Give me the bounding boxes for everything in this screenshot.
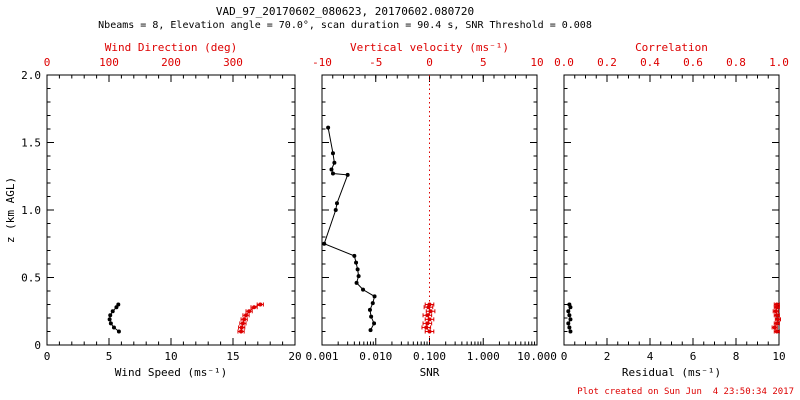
svg-text:2.0: 2.0 — [21, 69, 41, 82]
svg-text:0.4: 0.4 — [640, 56, 660, 69]
series-wind-speed — [107, 302, 121, 334]
svg-text:Wind Direction (deg): Wind Direction (deg) — [105, 41, 237, 54]
svg-text:0: 0 — [426, 56, 433, 69]
svg-text:0.100: 0.100 — [413, 350, 446, 363]
svg-text:1.0: 1.0 — [769, 56, 789, 69]
svg-text:6: 6 — [690, 350, 697, 363]
creation-timestamp: Plot created on Sun Jun 4 23:50:34 2017 — [577, 387, 794, 397]
svg-text:10: 10 — [164, 350, 177, 363]
svg-text:0.6: 0.6 — [683, 56, 703, 69]
svg-text:1.000: 1.000 — [467, 350, 500, 363]
svg-text:5: 5 — [106, 350, 113, 363]
svg-text:1.0: 1.0 — [21, 204, 41, 217]
svg-text:0.8: 0.8 — [726, 56, 746, 69]
svg-text:10: 10 — [772, 350, 785, 363]
panel-residual: 0 2 4 6 8 10 Residual (ms⁻¹) 0.0 0.2 0.4 0.6 0.8 1.0… — [554, 41, 789, 379]
svg-text:0.5: 0.5 — [21, 272, 41, 285]
panel-wind: 0 5 10 15 20 Wind Speed (ms⁻¹) 0 100 200 300 Wind … — [21, 41, 302, 379]
svg-text:0: 0 — [561, 350, 568, 363]
plot-subtitle: Nbeams = 8, Elevation angle = 70.0°, sca… — [98, 20, 592, 31]
svg-text:Correlation: Correlation — [635, 41, 708, 54]
svg-text:10: 10 — [530, 56, 543, 69]
panel-snr: 0.001 0.010 0.100 1.000 10.000 SNR -10 -5 0 5 10 Ve… — [305, 41, 556, 379]
svg-text:20: 20 — [288, 350, 301, 363]
svg-text:0: 0 — [44, 56, 51, 69]
svg-text:Vertical velocity (ms⁻¹): Vertical velocity (ms⁻¹) — [350, 41, 509, 54]
y-axis-label: z (km AGL) — [4, 177, 17, 243]
svg-text:Residual (ms⁻¹): Residual (ms⁻¹) — [622, 366, 721, 379]
svg-text:200: 200 — [161, 56, 181, 69]
svg-text:0: 0 — [44, 350, 51, 363]
series-residual — [566, 302, 573, 334]
svg-text:0.2: 0.2 — [597, 56, 617, 69]
svg-text:8: 8 — [733, 350, 740, 363]
svg-text:1.5: 1.5 — [21, 137, 41, 150]
svg-text:0.010: 0.010 — [359, 350, 392, 363]
svg-text:300: 300 — [223, 56, 243, 69]
series-wind-direction — [237, 302, 264, 334]
svg-text:10.000: 10.000 — [517, 350, 557, 363]
series-vertical-velocity — [421, 302, 436, 334]
svg-text:2: 2 — [604, 350, 611, 363]
series-correlation — [771, 302, 782, 334]
svg-text:0.0: 0.0 — [554, 56, 574, 69]
svg-text:0: 0 — [34, 339, 41, 352]
svg-text:SNR: SNR — [420, 366, 440, 379]
svg-text:15: 15 — [226, 350, 239, 363]
svg-text:0.001: 0.001 — [305, 350, 338, 363]
svg-text:Wind Speed (ms⁻¹): Wind Speed (ms⁻¹) — [115, 366, 228, 379]
svg-text:100: 100 — [99, 56, 119, 69]
plot-title: VAD_97_20170602_080623, 20170602.080720 — [215, 5, 475, 18]
svg-text:4: 4 — [647, 350, 654, 363]
svg-text:-10: -10 — [312, 56, 332, 69]
svg-text:-5: -5 — [369, 56, 382, 69]
series-snr-profile — [322, 125, 377, 333]
svg-text:5: 5 — [480, 56, 487, 69]
